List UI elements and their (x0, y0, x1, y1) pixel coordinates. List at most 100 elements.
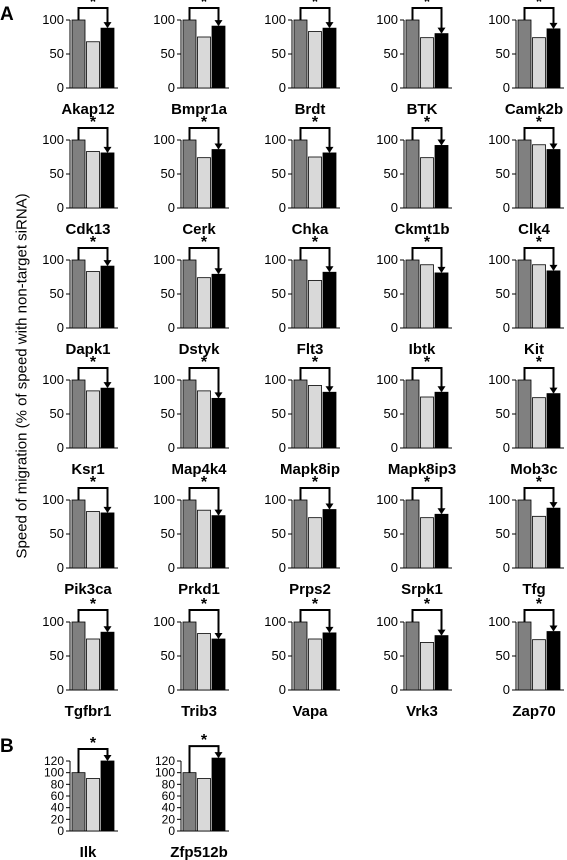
tick-label-flt3-0: 0 (279, 320, 286, 335)
chart-pik3ca: 100 50 0 * Pik3ca (42, 474, 118, 598)
significance-bracket-flt3 (299, 247, 331, 272)
significance-arrowhead-dapk1 (103, 260, 112, 267)
bar-kit-3 (546, 270, 561, 329)
tick-label-mapk8ip3-0: 0 (391, 440, 398, 455)
tick-label-tfg-0: 0 (503, 560, 510, 575)
gene-label-prkd1: Prkd1 (178, 581, 220, 598)
bar-zfp512b-2 (197, 778, 211, 832)
bar-akap12-1 (71, 19, 86, 89)
bar-clk4-1 (517, 139, 532, 209)
tick-label-mapk8ip-50: 50 (272, 406, 286, 421)
significance-mark-tfg: * (536, 474, 543, 491)
significance-mark-dapk1: * (90, 234, 97, 251)
significance-mark-brdt: * (312, 0, 319, 11)
chart-clk4: 100 50 0 * Clk4 (488, 114, 564, 238)
bar-prkd1-1 (182, 499, 197, 569)
bar-ibtk-1 (405, 259, 420, 329)
bar-trib3-3 (211, 638, 226, 691)
bar-ilk-1 (71, 772, 86, 832)
significance-bracket-mapk8ip3 (411, 367, 443, 392)
gene-label-cdk13: Cdk13 (65, 221, 110, 238)
bar-btk-1 (405, 19, 420, 89)
significance-mark-zap70: * (536, 596, 543, 613)
bar-srpk1-1 (405, 499, 420, 569)
significance-mark-ckmt1b: * (424, 114, 431, 131)
gene-label-vapa: Vapa (292, 703, 328, 720)
tick-label-prkd1-0: 0 (168, 560, 175, 575)
chart-mapk8ip: 100 50 0 * Mapk8ip (264, 354, 340, 478)
significance-arrowhead-zap70 (549, 625, 558, 632)
tick-label-vrk3-0: 0 (391, 682, 398, 697)
tick-label-zfp512b-80: 80 (162, 777, 176, 791)
bar-bmpr1a-3 (211, 25, 226, 89)
tick-label-vapa-50: 50 (272, 648, 286, 663)
tick-label-clk4-0: 0 (503, 200, 510, 215)
tick-label-srpk1-100: 100 (376, 492, 398, 507)
tick-label-ibtk-0: 0 (391, 320, 398, 335)
bar-brdt-1 (293, 19, 308, 89)
bar-camk2b-3 (546, 28, 561, 89)
tick-label-kit-50: 50 (496, 286, 510, 301)
significance-mark-mapk8ip: * (312, 354, 319, 371)
tick-label-akap12-100: 100 (42, 12, 64, 27)
tick-label-zfp512b-100: 100 (155, 766, 175, 780)
tick-label-camk2b-100: 100 (488, 12, 510, 27)
tick-label-kit-0: 0 (503, 320, 510, 335)
bar-mob3c-3 (546, 393, 561, 449)
tick-label-prps2-50: 50 (272, 526, 286, 541)
tick-label-brdt-0: 0 (279, 80, 286, 95)
gene-label-akap12: Akap12 (61, 101, 114, 118)
bar-btk-2 (420, 37, 434, 89)
tick-label-mob3c-50: 50 (496, 406, 510, 421)
tick-label-ckmt1b-100: 100 (376, 132, 398, 147)
tick-label-prkd1-100: 100 (153, 492, 175, 507)
tick-label-ilk-20: 20 (51, 812, 65, 826)
significance-bracket-pik3ca (77, 487, 109, 512)
gene-label-ilk: Ilk (80, 844, 97, 860)
significance-mark-chka: * (312, 114, 319, 131)
bar-pik3ca-2 (86, 511, 100, 569)
tick-label-clk4-50: 50 (496, 166, 510, 181)
bar-ckmt1b-2 (420, 157, 434, 209)
bar-map4k4-1 (182, 379, 197, 449)
tick-label-dstyk-100: 100 (153, 252, 175, 267)
significance-arrowhead-prps2 (325, 503, 334, 510)
panel-label-b: B (0, 736, 14, 757)
tick-label-trib3-50: 50 (161, 648, 175, 663)
tick-label-dapk1-0: 0 (57, 320, 64, 335)
chart-vapa: 100 50 0 * Vapa (264, 596, 340, 720)
bar-zap70-1 (517, 621, 532, 691)
significance-arrowhead-ibtk (437, 266, 446, 273)
tick-label-ckmt1b-50: 50 (384, 166, 398, 181)
significance-arrowhead-srpk1 (437, 508, 446, 515)
tick-label-ilk-120: 120 (44, 754, 64, 768)
gene-label-zap70: Zap70 (512, 703, 555, 720)
chart-prps2: 100 50 0 * Prps2 (264, 474, 340, 598)
chart-mob3c: 100 50 0 * Mob3c (488, 354, 564, 478)
significance-bracket-ckmt1b (411, 127, 443, 145)
significance-mark-zfp512b: * (201, 732, 208, 749)
significance-bracket-map4k4 (188, 367, 220, 398)
significance-mark-ksr1: * (90, 354, 97, 371)
gene-label-ckmt1b: Ckmt1b (394, 221, 449, 238)
significance-mark-vrk3: * (424, 596, 431, 613)
bar-cerk-3 (211, 149, 226, 209)
chart-trib3: 100 50 0 * Trib3 (153, 596, 229, 720)
tick-label-bmpr1a-100: 100 (153, 12, 175, 27)
tick-label-zap70-50: 50 (496, 648, 510, 663)
tick-label-chka-100: 100 (264, 132, 286, 147)
gene-label-tgfbr1: Tgfbr1 (65, 703, 112, 720)
tick-label-ilk-80: 80 (51, 777, 65, 791)
chart-btk: 100 50 0 * BTK (376, 0, 452, 118)
significance-arrowhead-trib3 (214, 633, 223, 639)
bar-clk4-2 (532, 144, 546, 209)
significance-bracket-tgfbr1 (77, 609, 109, 632)
bar-kit-1 (517, 259, 532, 329)
significance-mark-mob3c: * (536, 354, 543, 371)
significance-bracket-bmpr1a (188, 7, 220, 26)
chart-srpk1: 100 50 0 * Srpk1 (376, 474, 452, 598)
bar-tfg-1 (517, 499, 532, 569)
chart-ckmt1b: 100 50 0 * Ckmt1b (376, 114, 452, 238)
tick-label-vrk3-100: 100 (376, 614, 398, 629)
